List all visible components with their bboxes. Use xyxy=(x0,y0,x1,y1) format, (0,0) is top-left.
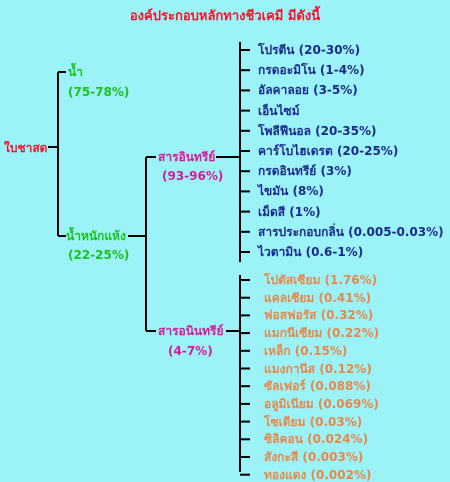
organic-item: เม็ดสี (1%) xyxy=(258,204,321,219)
organic-item: สารประกอบกลิ่น (0.005-0.03%) xyxy=(258,224,444,239)
diagram-title: องค์ประกอบหลักทางชีวเคมี มีดังนี้ xyxy=(129,9,321,24)
inorganic-item: อลูมิเนียม (0.069%) xyxy=(264,396,379,411)
organic-item: อัลคาลอย (3-5%) xyxy=(258,83,358,98)
inorganic-item: แคลเซียม (0.41%) xyxy=(264,290,372,305)
inorganic-item: แมงกานีส (0.12%) xyxy=(264,361,372,376)
water-node-label: น้ำ xyxy=(68,65,83,79)
organic-item: ไขมัน (8%) xyxy=(258,184,324,199)
organic-node-value: (93-96%) xyxy=(162,169,224,183)
organic-item: เอ็นไซม์ xyxy=(258,103,300,118)
inorganic-item: เหล็ก (0.15%) xyxy=(264,343,348,358)
inorganic-item: ทองแดง (0.002%) xyxy=(264,467,372,482)
root-node-label: ใบชาสด xyxy=(4,141,48,155)
inorganic-item: ซิลิคอน (0.024%) xyxy=(264,432,369,447)
inorganic-node-label: สารอนินทรีย์ xyxy=(158,324,224,338)
inorganic-item: สังกะสี (0.003%) xyxy=(264,450,364,464)
organic-node-label: สารอินทรีย์ xyxy=(158,150,216,164)
inorganic-node-value: (4-7%) xyxy=(168,344,213,358)
dry-weight-node-value: (22-25%) xyxy=(68,248,130,262)
organic-item: ไวตามิน (0.6-1%) xyxy=(258,245,364,259)
inorganic-item: ซัลเฟอร์ (0.088%) xyxy=(264,379,371,394)
water-node-value: (75-78%) xyxy=(68,85,130,99)
inorganic-item: ฟอสฟอรัส (0.32%) xyxy=(264,308,374,323)
organic-item: โพลีฟีนอล (20-35%) xyxy=(258,123,377,138)
organic-item: กรดอะมิโน (1-4%) xyxy=(258,63,365,78)
organic-item: คาร์โบไฮเดรต (20-25%) xyxy=(258,144,399,158)
dry-weight-node-label: น้ำหนักแห้ง xyxy=(66,229,126,243)
organic-item: กรดอินทรีย์ (3%) xyxy=(258,164,352,179)
inorganic-item: โปตัสเซียม (1.76%) xyxy=(264,273,378,287)
organic-item: โปรตีน (20-30%) xyxy=(258,43,361,57)
inorganic-item: แมกนีเซียม (0.22%) xyxy=(264,326,380,341)
inorganic-item: โซเดียม (0.03%) xyxy=(264,414,363,429)
